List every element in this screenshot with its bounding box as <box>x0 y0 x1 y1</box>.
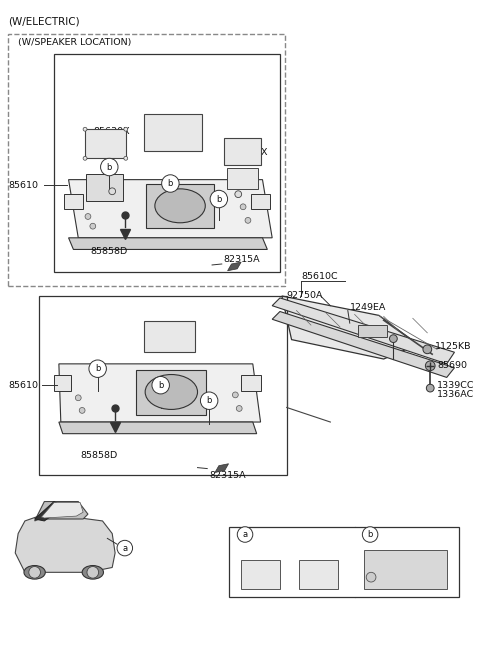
Text: 89855B: 89855B <box>388 530 423 539</box>
Text: (W/ELECTRIC): (W/ELECTRIC) <box>9 16 80 27</box>
Polygon shape <box>69 179 272 238</box>
Circle shape <box>366 572 376 582</box>
Polygon shape <box>35 502 88 521</box>
Polygon shape <box>41 502 83 518</box>
Text: 85610: 85610 <box>9 381 38 390</box>
Text: 85858D: 85858D <box>80 451 118 460</box>
Text: b: b <box>95 364 100 373</box>
Circle shape <box>201 392 218 409</box>
Polygon shape <box>35 502 64 521</box>
Polygon shape <box>59 364 261 422</box>
Polygon shape <box>251 194 270 209</box>
Text: 85610C: 85610C <box>301 272 338 281</box>
Circle shape <box>87 567 98 578</box>
Text: 96716E: 96716E <box>143 334 179 343</box>
Text: b: b <box>168 179 173 188</box>
Circle shape <box>232 392 238 398</box>
Bar <box>358 325 386 337</box>
Text: a: a <box>122 544 127 553</box>
Text: 85690: 85690 <box>437 362 467 370</box>
Bar <box>227 168 258 189</box>
Text: 82315A: 82315A <box>224 255 260 264</box>
Text: b: b <box>367 530 373 539</box>
Circle shape <box>235 191 241 198</box>
Circle shape <box>124 127 128 131</box>
Text: 84173A: 84173A <box>301 589 336 598</box>
Text: 1125KB: 1125KB <box>435 342 471 351</box>
Circle shape <box>362 527 378 542</box>
Polygon shape <box>15 514 115 572</box>
Circle shape <box>101 159 118 176</box>
Text: 85610: 85610 <box>9 181 38 190</box>
Text: 82315A: 82315A <box>209 471 246 480</box>
Bar <box>9 34 285 286</box>
Polygon shape <box>228 262 241 271</box>
Circle shape <box>162 175 179 192</box>
Bar <box>85 129 126 159</box>
Circle shape <box>152 377 169 394</box>
Circle shape <box>236 405 242 411</box>
Bar <box>241 560 280 589</box>
Bar <box>146 185 214 228</box>
Text: b: b <box>107 162 112 172</box>
Circle shape <box>75 395 81 401</box>
Bar <box>364 550 447 589</box>
Circle shape <box>237 527 253 542</box>
Circle shape <box>423 345 432 354</box>
Text: (W/SPEAKER LOCATION): (W/SPEAKER LOCATION) <box>18 39 132 47</box>
Circle shape <box>83 157 87 160</box>
Circle shape <box>85 214 91 219</box>
Circle shape <box>240 204 246 210</box>
Bar <box>224 138 261 165</box>
Polygon shape <box>69 238 267 250</box>
Circle shape <box>79 407 85 413</box>
Circle shape <box>210 191 228 208</box>
Ellipse shape <box>145 375 198 409</box>
Polygon shape <box>59 422 257 434</box>
Polygon shape <box>64 194 83 209</box>
Circle shape <box>83 127 87 131</box>
Circle shape <box>245 217 251 223</box>
Text: a: a <box>242 530 248 539</box>
Polygon shape <box>241 375 261 391</box>
Ellipse shape <box>24 565 45 579</box>
Ellipse shape <box>82 565 104 579</box>
Text: 85630X: 85630X <box>94 126 131 136</box>
Circle shape <box>117 540 132 556</box>
Bar <box>228 527 459 597</box>
Circle shape <box>90 223 96 229</box>
Circle shape <box>89 360 107 377</box>
Bar <box>54 54 280 272</box>
Bar <box>86 174 123 201</box>
Text: 1249EA: 1249EA <box>350 303 386 312</box>
Text: b: b <box>216 195 222 204</box>
Bar <box>300 560 338 589</box>
Text: 92750A: 92750A <box>287 291 323 301</box>
Bar <box>136 369 206 415</box>
Circle shape <box>109 188 116 195</box>
Ellipse shape <box>155 189 205 223</box>
Circle shape <box>29 567 40 578</box>
Text: 1336AC: 1336AC <box>437 390 474 400</box>
Circle shape <box>124 157 128 160</box>
Bar <box>144 321 194 352</box>
Text: 85858D: 85858D <box>91 247 128 256</box>
Circle shape <box>426 384 434 392</box>
Text: 96716E: 96716E <box>156 130 192 139</box>
Polygon shape <box>272 312 455 377</box>
Bar <box>144 114 203 151</box>
Circle shape <box>425 361 435 371</box>
Text: b: b <box>158 381 163 390</box>
Polygon shape <box>272 298 455 364</box>
Text: b: b <box>206 396 212 405</box>
Text: 85620X: 85620X <box>231 148 268 157</box>
Polygon shape <box>282 296 418 359</box>
Polygon shape <box>215 464 228 472</box>
Circle shape <box>389 335 397 343</box>
Text: 84186A: 84186A <box>243 589 278 598</box>
Text: 1339CC: 1339CC <box>437 381 475 390</box>
Bar <box>39 296 287 476</box>
Polygon shape <box>54 375 72 391</box>
